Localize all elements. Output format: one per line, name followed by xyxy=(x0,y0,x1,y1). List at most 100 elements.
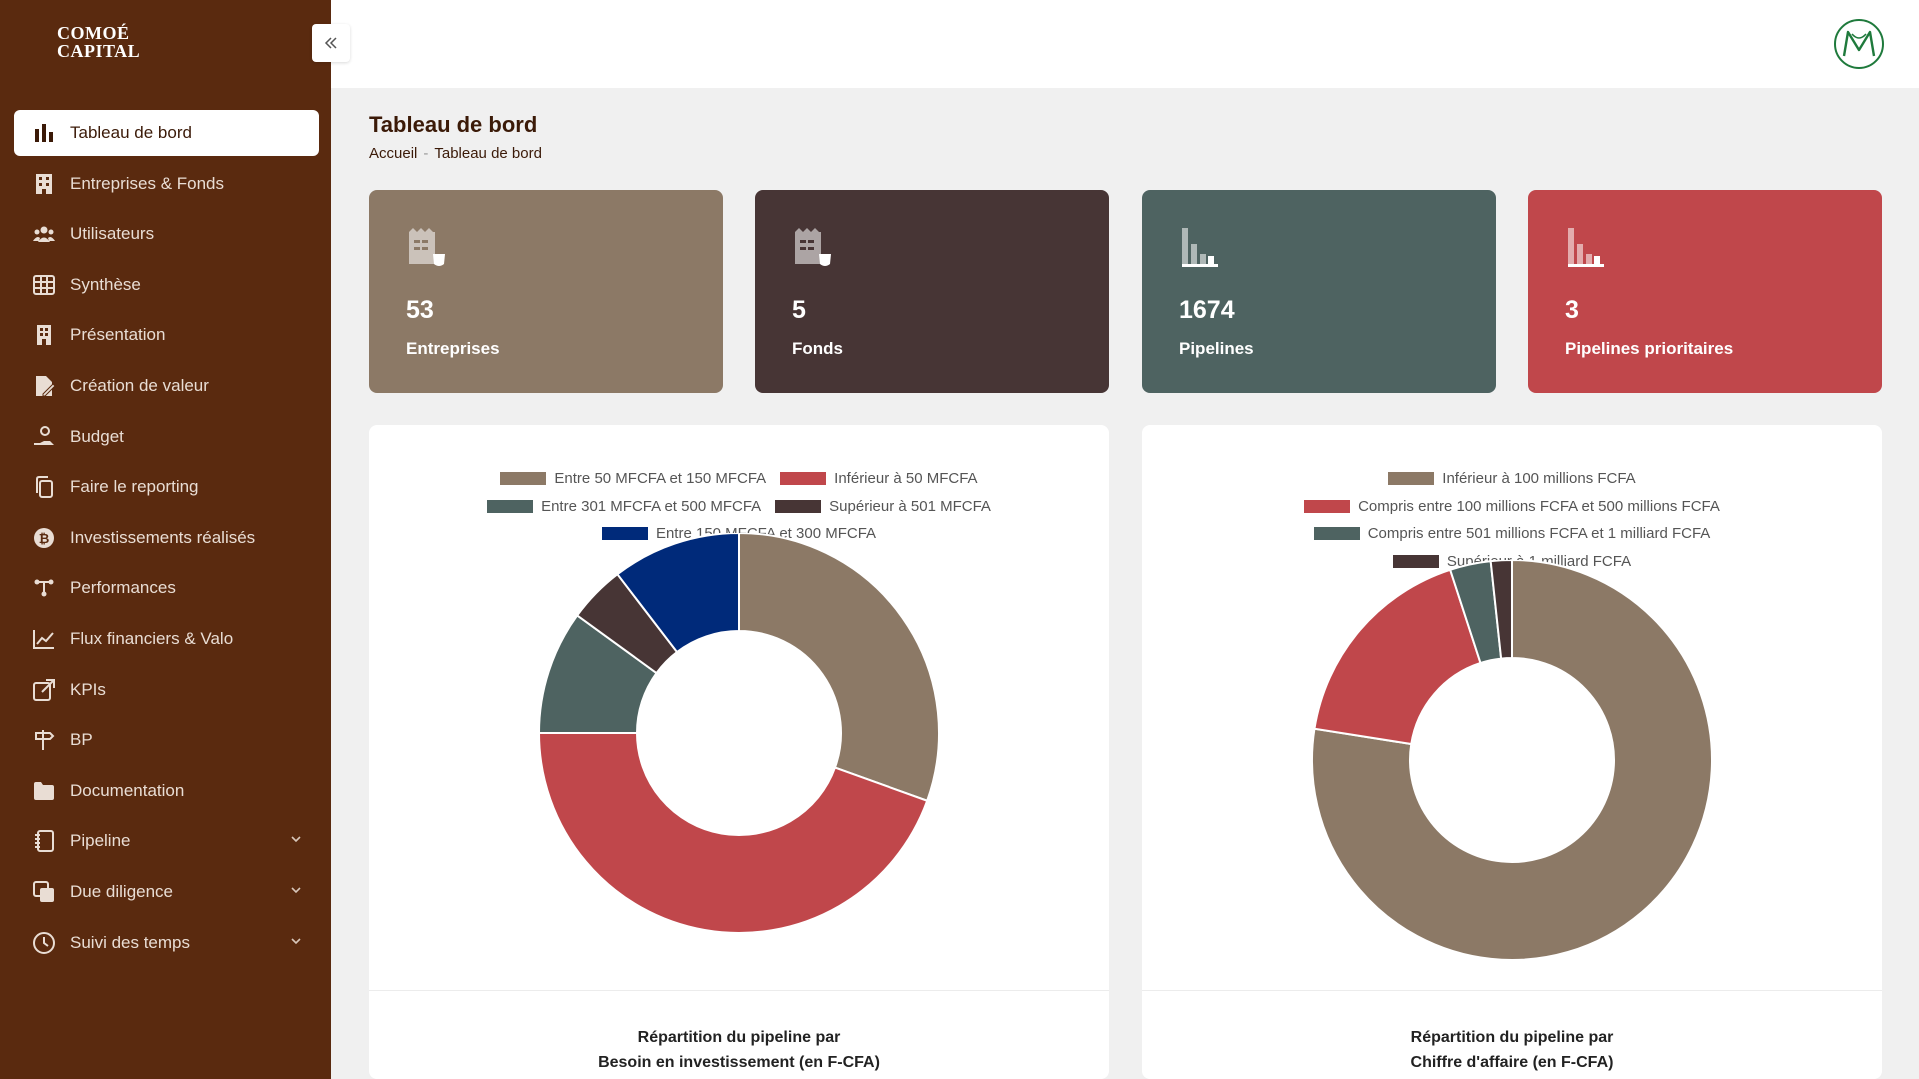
page-title: Tableau de bord xyxy=(369,112,538,137)
clock-icon xyxy=(32,931,56,955)
legend-item[interactable]: Compris entre 100 millions FCFA et 500 m… xyxy=(1304,498,1720,515)
stat-label: Pipelines prioritaires xyxy=(1565,339,1734,358)
stat-label: Fonds xyxy=(792,339,843,358)
chevron-down-icon[interactable] xyxy=(289,832,303,846)
sidebar-item-faire-le-reporting[interactable]: Faire le reporting xyxy=(14,464,319,510)
copy-icon xyxy=(32,475,56,499)
chevron-down-icon[interactable] xyxy=(289,883,303,897)
legend-item[interactable]: Entre 301 MFCFA et 500 MFCFA xyxy=(487,498,761,515)
legend-swatch xyxy=(1392,554,1439,568)
sidebar-item-bp[interactable]: BP xyxy=(14,717,319,763)
legend-swatch xyxy=(1313,527,1360,541)
trend-chart-icon xyxy=(32,627,56,651)
legend-item[interactable]: Inférieur à 50 MFCFA xyxy=(780,470,978,488)
users-icon xyxy=(32,222,56,246)
sidebar-item-label: Création de valeur xyxy=(70,375,209,395)
svg-text:₿: ₿ xyxy=(39,531,50,546)
stat-label: Pipelines xyxy=(1179,339,1254,358)
legend-item[interactable]: Entre 50 MFCFA et 150 MFCFA xyxy=(500,470,766,487)
collapse-sidebar-button[interactable] xyxy=(312,24,350,62)
legend-label: Supérieur à 501 MFCFA xyxy=(829,497,991,515)
sidebar-item-pr-sentation[interactable]: Présentation xyxy=(14,312,319,358)
external-link-icon xyxy=(32,678,56,702)
sidebar-item-budget[interactable]: Budget xyxy=(14,414,319,460)
chart-title-line-2: Chiffre d'affaire (en F-CFA) xyxy=(1410,1054,1614,1071)
brand-logo-icon xyxy=(1834,19,1884,69)
legend-row: Entre 301 MFCFA et 500 MFCFA Supérieur à … xyxy=(369,493,1109,521)
legend-swatch xyxy=(500,472,547,486)
breadcrumb: Accueil - Tableau de bord xyxy=(369,145,542,162)
legend-swatch xyxy=(780,472,827,486)
legend-label: Entre 301 MFCFA et 500 MFCFA xyxy=(541,497,762,515)
panel-divider xyxy=(369,990,1109,991)
network-icon xyxy=(32,576,56,600)
sidebar-item-due-diligence[interactable]: Due diligence xyxy=(14,869,319,915)
stat-label: Entreprises xyxy=(406,339,500,358)
stat-card-fonds[interactable]: 5 Fonds xyxy=(755,190,1109,393)
sidebar-nav: Tableau de bord Entreprises & Fonds Utilis… xyxy=(14,110,319,970)
grid-icon xyxy=(32,273,56,297)
legend-item[interactable]: Compris entre 501 millions FCFA et 1 mil… xyxy=(1313,525,1711,543)
donut-slice-0[interactable] xyxy=(1311,560,1713,961)
legend-label: Inférieur à 50 MFCFA xyxy=(834,470,978,488)
chart-legend: Inférieur à 100 millions FCFA Compris ent… xyxy=(1142,465,1882,575)
stat-value: 53 xyxy=(406,296,434,324)
building-icon xyxy=(32,172,56,196)
donut-slice-0[interactable] xyxy=(738,533,940,803)
office-icon xyxy=(32,323,56,347)
donut-slice-3[interactable] xyxy=(1489,560,1513,660)
sidebar-item-kpis[interactable]: KPIs xyxy=(14,667,319,713)
breadcrumb-home-link[interactable]: Accueil xyxy=(369,145,418,162)
sidebar-item-tableau-de-bord[interactable]: Tableau de bord xyxy=(14,110,319,156)
legend-row: Entre 50 MFCFA et 150 MFCFA Inférieur à 5… xyxy=(369,465,1109,493)
legend-row: Inférieur à 100 millions FCFA xyxy=(1142,465,1882,493)
sidebar-item-performances[interactable]: Performances xyxy=(14,565,319,611)
sidebar-item-label: Suivi des temps xyxy=(70,932,190,952)
stat-card-pipelines-prioritaires[interactable]: 3 Pipelines prioritaires xyxy=(1528,190,1882,393)
chart-title-line-1: Répartition du pipeline par xyxy=(1410,1029,1614,1046)
legend-item[interactable]: Inférieur à 100 millions FCFA xyxy=(1388,470,1636,487)
sidebar-item-synth-se[interactable]: Synthèse xyxy=(14,262,319,308)
legend-label: Compris entre 501 millions FCFA et 1 mil… xyxy=(1367,525,1711,543)
sidebar-item-label: Tableau de bord xyxy=(70,123,192,142)
bar-chart-icon xyxy=(32,121,56,145)
donut-slice-4[interactable] xyxy=(616,533,740,654)
company-logo[interactable]: COMOÉ CAPITAL xyxy=(57,24,140,60)
sidebar-item-label: Entreprises & Fonds xyxy=(70,173,225,193)
bitcoin-icon: ₿ xyxy=(32,526,56,550)
donut-slice-1[interactable] xyxy=(537,732,929,934)
sidebar-item-label: Documentation xyxy=(70,780,185,800)
stat-card-entreprises[interactable]: 53 Entreprises xyxy=(369,190,723,393)
donut-chart-investment xyxy=(537,533,940,934)
building-doc-icon xyxy=(409,228,445,266)
chevron-down-icon[interactable] xyxy=(289,934,303,948)
stat-card-pipelines[interactable]: 1674 Pipelines xyxy=(1142,190,1496,393)
sidebar: COMOÉ CAPITAL Tableau de bord Entreprises… xyxy=(0,0,331,1079)
sidebar-item-utilisateurs[interactable]: Utilisateurs xyxy=(14,211,319,257)
brand-logo[interactable] xyxy=(1833,18,1885,75)
chart-panel-investment: Entre 50 MFCFA et 150 MFCFA Inférieur à 5… xyxy=(369,425,1109,1079)
legend-swatch xyxy=(601,527,648,541)
stat-value: 5 xyxy=(792,296,806,324)
sidebar-item-suivi-des-temps[interactable]: Suivi des temps xyxy=(14,920,319,966)
notebook-icon xyxy=(32,829,56,853)
sidebar-item-label: Due diligence xyxy=(70,881,174,901)
sidebar-item-pipeline[interactable]: Pipeline xyxy=(14,818,319,864)
logo-line-1: COMOÉ xyxy=(57,23,130,43)
donut-slice-1[interactable] xyxy=(1313,568,1482,746)
sidebar-item-flux-financiers-valo[interactable]: Flux financiers & Valo xyxy=(14,616,319,662)
chart-title-line-2: Besoin en investissement (en F-CFA) xyxy=(598,1054,880,1071)
breadcrumb-current: Tableau de bord xyxy=(434,145,542,162)
top-bar xyxy=(331,0,1919,88)
chart-panel-revenue: Inférieur à 100 millions FCFA Compris ent… xyxy=(1142,425,1882,1079)
sidebar-item-documentation[interactable]: Documentation xyxy=(14,768,319,814)
sidebar-item-entreprises-fonds[interactable]: Entreprises & Fonds xyxy=(14,161,319,207)
sidebar-item-label: Synthèse xyxy=(70,274,141,294)
double-chevron-left-icon xyxy=(324,37,337,49)
sidebar-item-label: Faire le reporting xyxy=(70,477,199,497)
chart-title-line-1: Répartition du pipeline par xyxy=(637,1029,841,1046)
legend-item[interactable]: Supérieur à 501 MFCFA xyxy=(775,498,991,515)
sidebar-item-cr-ation-de-valeur[interactable]: Création de valeur xyxy=(14,363,319,409)
panel-divider xyxy=(1142,990,1882,991)
sidebar-item-investissements-r-alis-s[interactable]: ₿ Investissements réalisés xyxy=(14,515,319,561)
